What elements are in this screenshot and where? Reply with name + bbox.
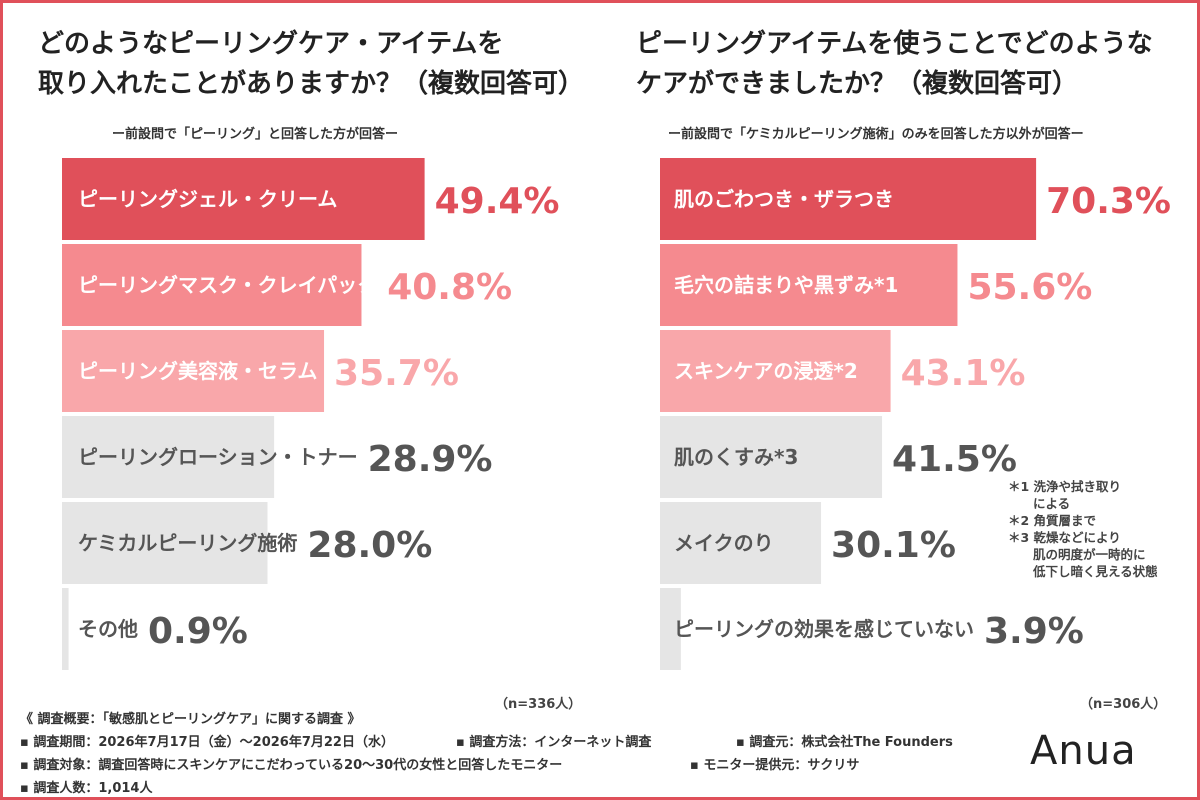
survey-overview-title: 《 調査概要：「敏感肌とピーリングケア」に関する調査 》: [20, 712, 361, 727]
left-title-line2: 取り入れたことがありますか？（複数回答可）: [38, 69, 585, 99]
bar: [62, 158, 425, 240]
left-bar-chart: ピーリングジェル・クリーム 49.4% ピーリングマスク・クレイパック 40.8% ピー…: [62, 158, 602, 678]
bar: [660, 330, 891, 412]
value-label: 0.9%: [148, 611, 248, 652]
survey-method: ▪ 調査方法：インターネット調査: [456, 735, 652, 750]
right-title-line1: ピーリングアイテムを使うことでどのような: [636, 29, 1153, 59]
right-chart-subtitle: ー前設問で「ケミカルピーリング施術」のみを回答した方以外が回答ー: [668, 127, 1084, 142]
bar: [660, 416, 883, 498]
right-chart-svg: 肌のごわつき・ザラつき 70.3% 毛穴の詰まりや黒ずみ*1 55.6% スキンケアの浸…: [660, 158, 1171, 670]
bar: [62, 330, 325, 412]
category-label: ピーリングジェル・クリーム: [78, 187, 337, 211]
bar: [62, 588, 69, 670]
bar: [660, 244, 958, 326]
bar: [62, 502, 268, 584]
value-label: 30.1%: [831, 525, 956, 566]
category-label: ピーリングの効果を感じていない: [674, 617, 974, 641]
right-bar-chart: 肌のごわつき・ザラつき 70.3% 毛穴の詰まりや黒ずみ*1 55.6% スキンケアの浸…: [660, 158, 1180, 678]
category-label: メイクのり: [674, 531, 774, 555]
right-chart-title: ピーリングアイテムを使うことでどのような ケアができましたか？（複数回答可）: [636, 24, 1153, 104]
right-title-line2: ケアができましたか？（複数回答可）: [636, 69, 1079, 99]
footnote-line: 肌の明度が一時的に: [1008, 547, 1146, 562]
bar: [660, 588, 681, 670]
category-label: 肌のごわつき・ザラつき: [674, 187, 894, 211]
left-sample-size: （n=336人）: [495, 697, 582, 712]
survey-period: ▪ 調査期間：2026年7月17日（金）〜2026年7月22日（水）: [20, 735, 394, 750]
bar: [62, 244, 362, 326]
category-label: ピーリングローション・トナー: [78, 445, 358, 469]
category-label: その他: [78, 617, 138, 641]
value-label: 55.6%: [967, 267, 1092, 308]
value-label: 28.9%: [368, 439, 493, 480]
bar: [660, 158, 1037, 240]
left-chart-svg: ピーリングジェル・クリーム 49.4% ピーリングマスク・クレイパック 40.8% ピー…: [62, 158, 560, 670]
category-label: 毛穴の詰まりや黒ずみ*1: [674, 273, 898, 297]
bar: [62, 416, 275, 498]
survey-target: ▪ 調査対象：調査回答時にスキンケアにこだわっている20〜30代の女性と回答した…: [20, 758, 563, 773]
footnote-line: ＊2 角質層まで: [1008, 513, 1097, 528]
value-label: 49.4%: [435, 181, 560, 222]
right-sample-size: （n=306人）: [1080, 697, 1167, 712]
value-label: 35.7%: [334, 353, 459, 394]
survey-source: ▪ 調査元：株式会社The Founders: [736, 735, 953, 750]
survey-count: ▪ 調査人数：1,014人: [20, 781, 153, 796]
anua-logo: Anua: [1030, 728, 1137, 774]
left-title-line1: どのようなピーリングケア・アイテムを: [38, 29, 504, 59]
category-label: 肌のくすみ*3: [674, 445, 798, 469]
value-label: 28.0%: [307, 525, 432, 566]
footnotes: ＊1 洗浄や拭き取り による ＊2 角質層まで ＊3 乾燥などにより 肌の明度が…: [1008, 478, 1158, 580]
bar: [660, 502, 822, 584]
left-chart-subtitle: ー前設問で「ピーリング」と回答した方が回答ー: [112, 127, 399, 142]
footnote-line: による: [1008, 496, 1071, 511]
value-label: 43.1%: [901, 353, 1026, 394]
category-label: ケミカルピーリング施術: [78, 531, 297, 555]
value-label: 3.9%: [984, 611, 1084, 652]
survey-monitor-provider: ▪ モニター提供元：サクリサ: [690, 758, 860, 773]
category-label: スキンケアの浸透*2: [674, 359, 858, 383]
category-label: ピーリング美容液・セラム: [78, 359, 317, 383]
footnote-line: ＊1 洗浄や拭き取り: [1008, 479, 1122, 494]
left-chart-title: どのようなピーリングケア・アイテムを 取り入れたことがありますか？（複数回答可）: [38, 24, 584, 104]
value-label: 41.5%: [892, 439, 1017, 480]
category-label: ピーリングマスク・クレイパック: [78, 273, 377, 297]
footnote-line: 低下し暗く見える状態: [1008, 564, 1158, 579]
value-label: 40.8%: [387, 267, 512, 308]
value-label: 70.3%: [1046, 181, 1171, 222]
footnote-line: ＊3 乾燥などにより: [1008, 530, 1121, 545]
